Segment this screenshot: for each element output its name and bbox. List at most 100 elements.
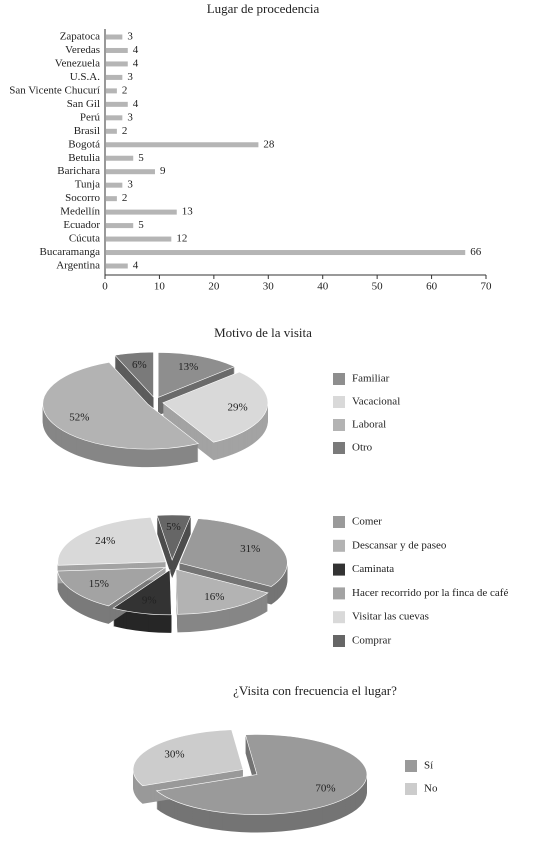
bar bbox=[106, 169, 155, 175]
legend-label: Comer bbox=[352, 516, 382, 528]
chart-title: Motivo de la visita bbox=[214, 325, 312, 340]
data-label: 70% bbox=[315, 782, 335, 794]
y-tick-label: Zapatoca bbox=[60, 31, 100, 43]
y-tick-label: Venezuela bbox=[55, 57, 100, 69]
legend-label: Familiar bbox=[352, 373, 390, 385]
y-tick-label: Bucaramanga bbox=[40, 246, 101, 258]
chart-title: Lugar de procedencia bbox=[207, 1, 320, 16]
legend-swatch bbox=[405, 760, 417, 772]
legend-label: No bbox=[424, 783, 438, 795]
data-label: 13% bbox=[178, 361, 198, 373]
y-tick-label: Brasil bbox=[74, 125, 100, 137]
x-tick-label: 60 bbox=[426, 281, 438, 293]
bar bbox=[106, 263, 128, 269]
y-tick-label: Socorro bbox=[65, 192, 100, 204]
bar bbox=[106, 47, 128, 53]
legend-label: Vacacional bbox=[352, 396, 400, 408]
data-label: 9 bbox=[160, 165, 166, 177]
y-tick-label: San Gil bbox=[67, 98, 100, 110]
data-label: 30% bbox=[164, 749, 184, 761]
slice bbox=[157, 352, 236, 398]
data-label: 4 bbox=[133, 98, 139, 110]
bar bbox=[106, 115, 123, 121]
legend-label: Sí bbox=[424, 760, 433, 772]
bar bbox=[106, 142, 259, 148]
legend-swatch bbox=[333, 587, 345, 600]
legend-swatch bbox=[333, 419, 345, 431]
x-tick-label: 70 bbox=[481, 281, 493, 293]
legend-label: Laboral bbox=[352, 419, 386, 431]
data-label: 4 bbox=[133, 57, 139, 69]
y-tick-label: Bogotá bbox=[68, 138, 100, 150]
slice bbox=[162, 371, 269, 443]
legend-label: Caminata bbox=[352, 563, 394, 575]
data-label: 31% bbox=[240, 543, 260, 555]
data-label: 13 bbox=[182, 206, 194, 218]
slice bbox=[57, 567, 167, 607]
bar bbox=[106, 61, 128, 67]
slice bbox=[132, 729, 244, 787]
bar bbox=[106, 88, 117, 94]
y-tick-label: Cúcuta bbox=[69, 233, 100, 245]
bar bbox=[106, 34, 123, 40]
data-label: 2 bbox=[122, 84, 128, 96]
bar bbox=[106, 236, 172, 242]
slice bbox=[155, 734, 368, 815]
data-label: 4 bbox=[133, 260, 139, 272]
data-label: 29% bbox=[227, 401, 247, 413]
bar bbox=[106, 209, 177, 215]
slice bbox=[112, 569, 172, 616]
data-label: 4 bbox=[133, 44, 139, 56]
legend-swatch bbox=[333, 635, 345, 647]
chart-title: ¿Visita con frecuencia el lugar? bbox=[233, 683, 397, 698]
legend-swatch bbox=[333, 611, 345, 624]
y-tick-label: Tunja bbox=[75, 179, 100, 191]
bar bbox=[106, 128, 117, 134]
data-label: 5 bbox=[138, 219, 144, 231]
bar bbox=[106, 182, 123, 188]
data-label: 3 bbox=[127, 111, 133, 123]
bar bbox=[106, 155, 134, 161]
slice bbox=[42, 361, 200, 450]
legend-swatch bbox=[333, 563, 345, 576]
y-tick-label: San Vicente Chucurí bbox=[9, 84, 100, 96]
y-tick-label: Barichara bbox=[57, 165, 100, 177]
legend-swatch bbox=[333, 396, 345, 408]
data-label: 9% bbox=[142, 595, 157, 607]
x-tick-label: 10 bbox=[154, 281, 166, 293]
data-label: 5 bbox=[138, 152, 144, 164]
legend-swatch bbox=[333, 442, 345, 454]
y-tick-label: Ecuador bbox=[63, 219, 100, 231]
legend-swatch bbox=[333, 516, 345, 528]
y-tick-label: Medellín bbox=[60, 206, 100, 218]
slice bbox=[114, 351, 154, 398]
data-label: 5% bbox=[166, 521, 181, 533]
y-tick-label: U.S.A. bbox=[70, 71, 101, 83]
bar bbox=[106, 196, 117, 202]
slice bbox=[178, 518, 288, 587]
legend-swatch bbox=[333, 539, 345, 552]
bar bbox=[106, 74, 123, 80]
data-label: 28 bbox=[263, 138, 275, 150]
y-tick-label: Betulia bbox=[68, 152, 100, 164]
data-label: 12 bbox=[176, 233, 187, 245]
slice bbox=[156, 514, 192, 561]
data-label: 3 bbox=[127, 31, 133, 43]
data-label: 3 bbox=[127, 179, 133, 191]
x-tick-label: 50 bbox=[372, 281, 384, 293]
x-tick-label: 40 bbox=[317, 281, 329, 293]
data-label: 2 bbox=[122, 125, 128, 137]
y-tick-label: Argentina bbox=[56, 260, 100, 272]
legend-swatch bbox=[405, 783, 417, 795]
data-label: 3 bbox=[127, 71, 133, 83]
data-label: 24% bbox=[95, 535, 115, 547]
data-label: 16% bbox=[204, 591, 224, 603]
slice bbox=[57, 516, 167, 566]
bar bbox=[106, 101, 128, 107]
legend-label: Descansar y de paseo bbox=[352, 539, 447, 551]
data-label: 2 bbox=[122, 192, 128, 204]
y-tick-label: Perú bbox=[80, 111, 101, 123]
bar bbox=[106, 250, 466, 256]
data-label: 6% bbox=[132, 359, 147, 371]
